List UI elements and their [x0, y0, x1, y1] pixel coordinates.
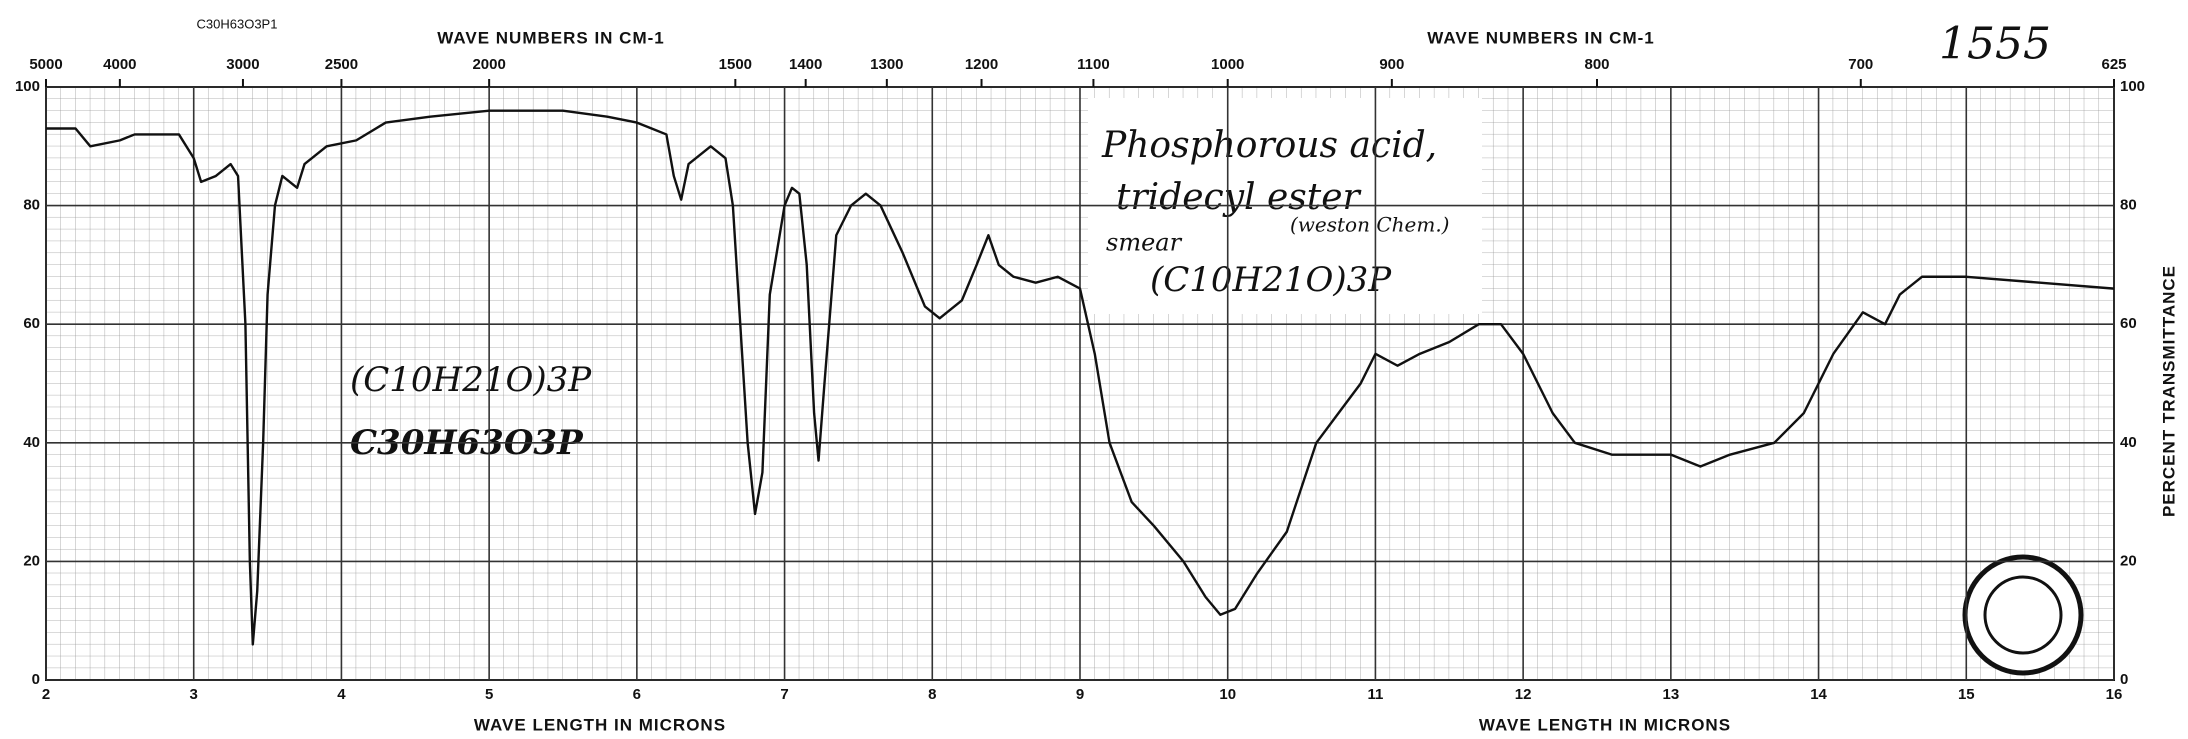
top-tick-label: 625: [2101, 56, 2126, 73]
top-tick-label: 3000: [226, 56, 259, 73]
x-tick-label: 16: [2106, 686, 2123, 703]
logo: [1962, 554, 2084, 676]
y-tick-label: 20: [2120, 552, 2137, 569]
x-tick-label: 13: [1663, 686, 1680, 703]
logo-inner: [1983, 575, 2063, 655]
top-tick-label: 700: [1848, 56, 1873, 73]
top-tick-label: 1200: [965, 56, 998, 73]
x-tick-label: 2: [42, 686, 50, 703]
x-tick-label: 7: [780, 686, 788, 703]
spectrum-number: 1555: [1939, 19, 2051, 70]
x-tick-label: 5: [485, 686, 493, 703]
y-tick-label: 60: [2120, 315, 2137, 332]
x-tick-label: 12: [1515, 686, 1532, 703]
top-tick-label: 800: [1584, 56, 1609, 73]
x-axis-label: WAVE LENGTH IN MICRONS: [1479, 715, 1731, 734]
top-tick-label: 1000: [1211, 56, 1244, 73]
spectrum-line: [46, 109, 2115, 646]
annotation: tridecyl ester: [1116, 177, 1362, 218]
top-tick-label: 1500: [719, 56, 752, 73]
x-tick-label: 10: [1219, 686, 1236, 703]
top-tick-label: 5000: [29, 56, 62, 73]
y-tick-label: 100: [15, 78, 40, 95]
y-tick-label: 40: [2120, 434, 2137, 451]
top-tick-label: 900: [1379, 56, 1404, 73]
annotation: smear: [1106, 229, 1183, 257]
top-tick-label: 2000: [472, 56, 505, 73]
top-tick-label: 1100: [1077, 56, 1110, 73]
x-tick-label: 4: [337, 686, 346, 703]
y-axis-label: PERCENT TRANSMITTANCE: [2159, 265, 2178, 517]
y-tick-label: 100: [2120, 78, 2145, 95]
top-tick-label: 2500: [325, 56, 358, 73]
y-tick-label: 80: [2120, 197, 2137, 214]
y-tick-label: 40: [23, 434, 40, 451]
y-tick-label: 60: [23, 315, 40, 332]
x-tick-label: 11: [1367, 686, 1383, 703]
x-axis-label: WAVE LENGTH IN MICRONS: [474, 715, 726, 734]
top-tick-label: 4000: [103, 56, 136, 73]
x-tick-label: 14: [1810, 686, 1827, 703]
annotation: (C10H21O)3P: [1150, 260, 1392, 300]
y-tick-label: 80: [23, 197, 40, 214]
annotation: Phosphorous acid,: [1101, 125, 1437, 166]
x-tick-label: 9: [1076, 686, 1084, 703]
top-axis-label: WAVE NUMBERS IN CM-1: [437, 28, 664, 47]
x-tick-label: 8: [928, 686, 936, 703]
x-tick-label: 3: [190, 686, 198, 703]
top-tick-label: 1300: [870, 56, 903, 73]
annotation: (weston Chem.): [1290, 213, 1449, 237]
x-tick-label: 6: [633, 686, 641, 703]
top-tick-label: 1400: [789, 56, 822, 73]
formula-label: C30H63O3P1: [197, 16, 278, 31]
annotation: (C10H21O)3P: [350, 360, 592, 400]
y-tick-label: 0: [2120, 671, 2128, 688]
y-tick-label: 0: [32, 671, 40, 688]
x-tick-label: 15: [1958, 686, 1975, 703]
y-tick-label: 20: [23, 552, 40, 569]
top-axis-label: WAVE NUMBERS IN CM-1: [1427, 28, 1654, 47]
